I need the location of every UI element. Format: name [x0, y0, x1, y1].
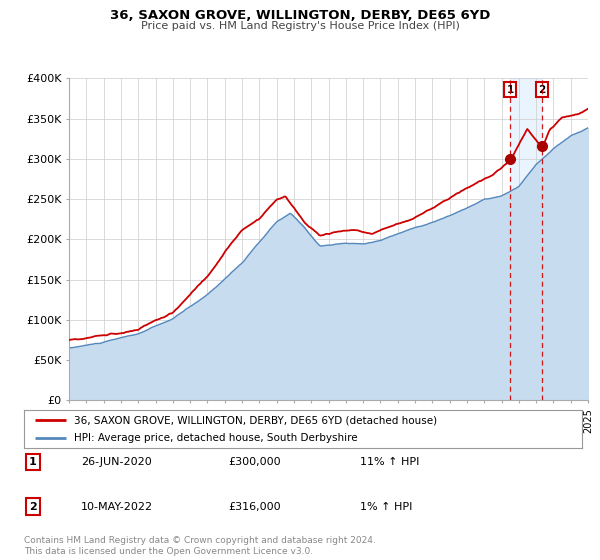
Text: 2: 2 [539, 85, 546, 95]
Text: 1: 1 [506, 85, 514, 95]
Text: £300,000: £300,000 [228, 457, 281, 467]
Text: Contains HM Land Registry data © Crown copyright and database right 2024.
This d: Contains HM Land Registry data © Crown c… [24, 536, 376, 556]
Bar [510, 78, 542, 400]
Text: Price paid vs. HM Land Registry's House Price Index (HPI): Price paid vs. HM Land Registry's House … [140, 21, 460, 31]
Text: HPI: Average price, detached house, South Derbyshire: HPI: Average price, detached house, Sout… [74, 433, 358, 443]
Text: 36, SAXON GROVE, WILLINGTON, DERBY, DE65 6YD (detached house): 36, SAXON GROVE, WILLINGTON, DERBY, DE65… [74, 415, 437, 425]
Text: 11% ↑ HPI: 11% ↑ HPI [360, 457, 419, 467]
Text: 2: 2 [29, 502, 37, 512]
Text: 10-MAY-2022: 10-MAY-2022 [81, 502, 153, 512]
Text: 36, SAXON GROVE, WILLINGTON, DERBY, DE65 6YD: 36, SAXON GROVE, WILLINGTON, DERBY, DE65… [110, 9, 490, 22]
Text: 26-JUN-2020: 26-JUN-2020 [81, 457, 152, 467]
Text: £316,000: £316,000 [228, 502, 281, 512]
Text: 1: 1 [29, 457, 37, 467]
Text: 1% ↑ HPI: 1% ↑ HPI [360, 502, 412, 512]
